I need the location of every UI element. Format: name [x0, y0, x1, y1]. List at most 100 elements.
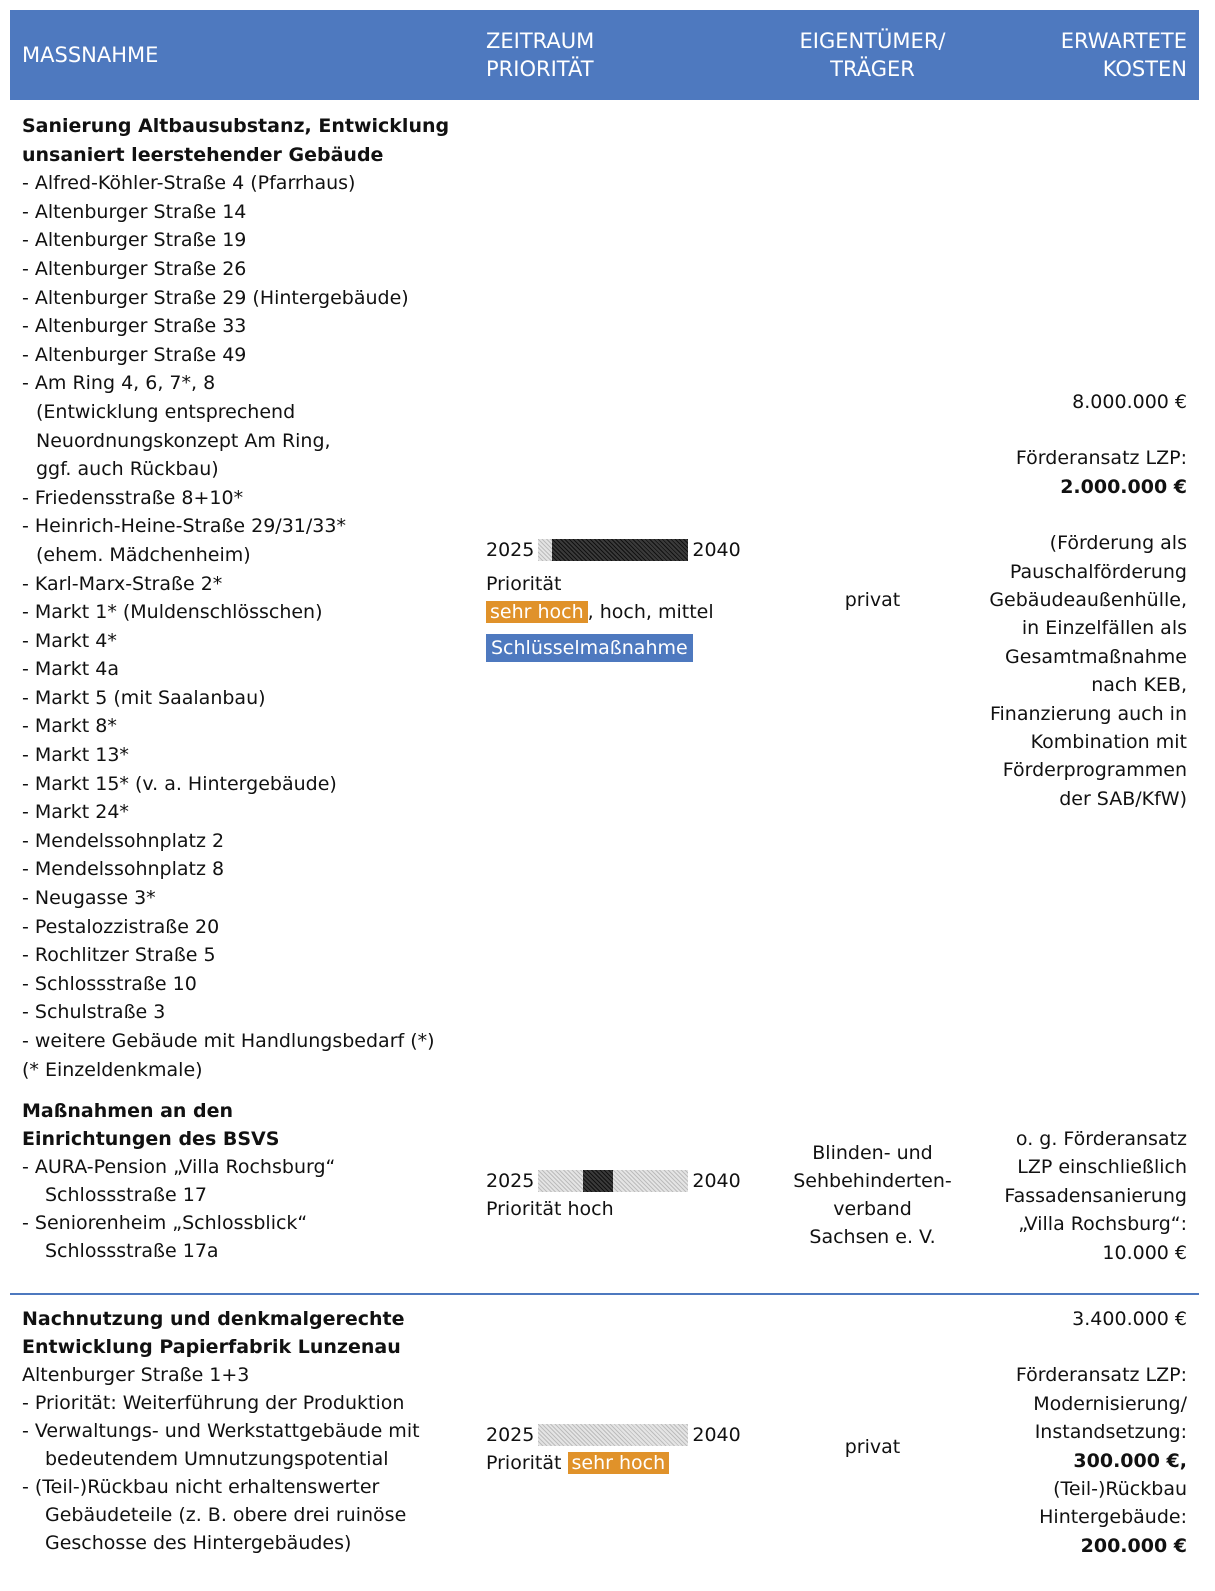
year-start: 2025 — [486, 539, 535, 561]
list-item: - Markt 8* — [22, 715, 117, 738]
costs: 3.400.000 € Förderansatz LZP: Modernisie… — [957, 1305, 1187, 1560]
list-item: - Schulstraße 3 — [22, 1001, 166, 1024]
list-item: - Friedensstraße 8+10* — [22, 486, 244, 509]
list-item: - Altenburger Straße 26 — [22, 257, 247, 280]
cost-line: (Teil-)Rückbau — [1053, 1478, 1187, 1501]
bar-segment — [613, 1170, 689, 1192]
cost-line: nach KEB, — [1091, 674, 1187, 697]
key-measure-badge: Schlüsselmaßnahme — [486, 634, 693, 662]
list-item: - Rochlitzer Straße 5 — [22, 944, 216, 967]
cost-line: 10.000 € — [1102, 1241, 1187, 1264]
list-item: - (Teil-)Rückbau nicht erhaltenswerter — [22, 1476, 380, 1498]
measure-title: Sanierung Altbausubstanz, Entwicklung — [22, 115, 450, 137]
list-item: Schlossstraße 17a — [45, 1240, 219, 1262]
cost-main: 8.000.000 € — [1072, 391, 1187, 413]
list-item: - Seniorenheim „Schlossblick“ — [22, 1212, 308, 1234]
timeline: 2025 2040 — [486, 536, 766, 564]
priority-very-high: sehr hoch — [486, 601, 588, 623]
list-item: - Markt 13* — [22, 744, 129, 767]
cost-line: Hintergebäude: — [1039, 1506, 1187, 1529]
year-end: 2040 — [692, 1170, 741, 1192]
priority-very-high: sehr hoch — [567, 1452, 670, 1474]
timeline: 2025 2040 — [486, 1421, 766, 1449]
list-item: - Altenburger Straße 29 (Hintergebäude) — [22, 286, 409, 309]
header-zeitraum: ZEITRAUM PRIORITÄT — [486, 29, 595, 81]
list-item: - Altenburger Straße 14 — [22, 200, 247, 223]
list-item: - AURA-Pension „Villa Rochsburg“ — [22, 1156, 336, 1178]
cost-line: der SAB/KfW) — [1059, 787, 1187, 810]
list-item: - Markt 1* (Muldenschlösschen) — [22, 601, 323, 624]
owner: Blinden- und Sehbehinderten- verband Sac… — [793, 1142, 952, 1248]
year-end: 2040 — [692, 1424, 741, 1446]
list-item: bedeutendem Umnutzungspotential — [45, 1448, 389, 1470]
owner: privat — [844, 1436, 901, 1458]
priority-label: Priorität — [486, 1452, 562, 1474]
list-item: - Heinrich-Heine-Straße 29/31/33* — [22, 515, 346, 538]
list-item: - Markt 5 (mit Saalanbau) — [22, 686, 266, 709]
bar-segment — [538, 1170, 584, 1192]
bar-segment-active — [552, 539, 689, 561]
measure-description: Maßnahmen an den Einrichtungen des BSVS … — [22, 1097, 472, 1265]
list-item: - Pestalozzistraße 20 — [22, 915, 220, 938]
priority-label: Priorität — [486, 573, 562, 595]
cost-line: Förderansatz LZP: — [1015, 447, 1187, 470]
priority-line: Priorität sehr hoch — [486, 1449, 766, 1477]
measure-title: Entwicklung Papierfabrik Lunzenau — [22, 1336, 401, 1358]
timeframe-priority: 2025 2040 Priorität sehr hoch, hoch, mit… — [486, 536, 766, 662]
cost-line: Pauschalförderung — [1009, 560, 1187, 583]
bar-segment-active — [583, 1170, 614, 1192]
cost-line: Finanzierung auch in — [989, 702, 1187, 725]
owner: privat — [844, 589, 901, 611]
key-measure: Schlüsselmaßnahme — [486, 634, 766, 662]
list-item: - Markt 4* — [22, 629, 117, 652]
list-item: - Schlossstraße 10 — [22, 972, 197, 995]
list-item: Gebäudeteile (z. B. obere drei ruinöse — [45, 1504, 407, 1526]
list-item: Schlossstraße 17 — [45, 1184, 207, 1206]
list-item: - Mendelssohnplatz 8 — [22, 858, 225, 881]
list-item: - Priorität: Weiterführung der Produktio… — [22, 1392, 405, 1414]
cost-line: Instandsetzung: — [1034, 1421, 1187, 1444]
cost-line: Gesamtmaßnahme — [1005, 645, 1187, 668]
list-item: Altenburger Straße 1+3 — [22, 1364, 250, 1386]
cost-line: Modernisierung/ — [1033, 1392, 1187, 1415]
timeframe-priority: 2025 2040 Priorität sehr hoch — [486, 1421, 766, 1477]
year-start: 2025 — [486, 1424, 535, 1446]
list-item: Geschosse des Hintergebäudes) — [45, 1532, 352, 1554]
cost-line: Fassadensanierung — [1004, 1184, 1187, 1207]
timeline: 2025 2040 — [486, 1167, 766, 1195]
cost-line: LZP einschließlich — [1017, 1156, 1187, 1179]
list-item: - Altenburger Straße 19 — [22, 229, 247, 252]
year-start: 2025 — [486, 1170, 535, 1192]
list-item: - weitere Gebäude mit Handlungsbedarf (*… — [22, 1030, 435, 1052]
cost-line: Gebäudeaußenhülle, — [989, 589, 1187, 612]
priority-rest: , hoch, mittel — [587, 601, 714, 623]
cost-line: Förderprogrammen — [1002, 759, 1187, 782]
table-row: Maßnahmen an den Einrichtungen des BSVS … — [10, 1097, 1199, 1287]
cost-amount: 2.000.000 € — [1060, 475, 1187, 498]
measure-title: Maßnahmen an den — [22, 1100, 234, 1122]
list-item: - Karl-Marx-Straße 2* — [22, 572, 223, 595]
timeline-bar — [538, 1170, 689, 1192]
timeline-bar — [538, 539, 689, 561]
list-item: - Altenburger Straße 33 — [22, 315, 247, 338]
cost-main: 3.400.000 € — [1072, 1308, 1187, 1330]
list-item: - Mendelssohnplatz 2 — [22, 829, 225, 852]
cost-line: Kombination mit — [1030, 731, 1187, 754]
measure-description: Sanierung Altbausubstanz, Entwicklung un… — [22, 112, 472, 1084]
priority-label: Priorität hoch — [486, 1198, 614, 1220]
costs: o. g. Förderansatz LZP einschließlich Fa… — [957, 1125, 1187, 1267]
priority-line: sehr hoch, hoch, mittel — [486, 598, 766, 626]
list-item: - Neugasse 3* — [22, 887, 156, 910]
cost-amount: 300.000 €, — [1073, 1449, 1187, 1472]
measure-title: Nachnutzung und denkmalgerechte — [22, 1308, 405, 1330]
measure-title: Einrichtungen des BSVS — [22, 1128, 280, 1150]
bar-segment — [538, 539, 553, 561]
list-item: Neuordnungskonzept Am Ring, — [36, 429, 331, 452]
timeline-bar — [538, 1424, 689, 1446]
bar-segment — [538, 1424, 689, 1446]
list-item: ggf. auch Rückbau) — [36, 458, 219, 481]
header-eigentuemer: EIGENTÜMER/ TRÄGER — [799, 29, 946, 81]
row-divider — [10, 1293, 1199, 1295]
cost-line: Förderansatz LZP: — [1015, 1364, 1187, 1387]
